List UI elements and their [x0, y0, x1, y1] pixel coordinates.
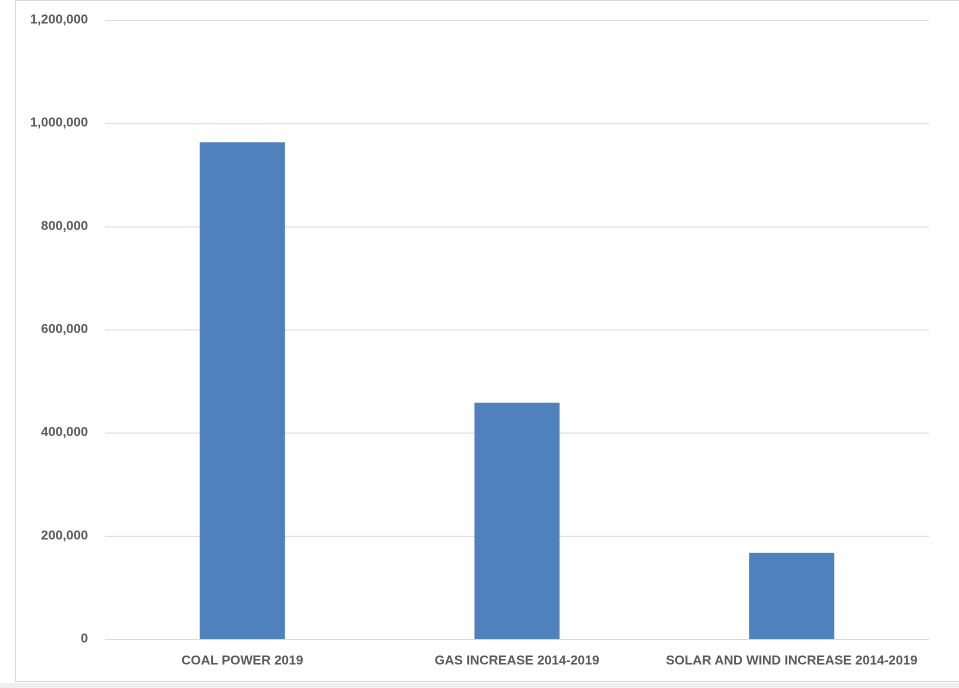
x-tick-label: GAS INCREASE 2014-2019 [435, 652, 600, 667]
y-tick-label: 1,000,000 [30, 115, 88, 130]
x-tick-label: COAL POWER 2019 [181, 652, 303, 667]
y-tick-label: 800,000 [41, 218, 88, 233]
bar [749, 552, 835, 639]
y-tick-label: 600,000 [41, 321, 88, 336]
bar [199, 142, 285, 639]
x-tick-label: SOLAR AND WIND INCREASE 2014-2019 [666, 652, 918, 667]
y-tick-label: 200,000 [41, 527, 88, 542]
y-tick-label: 0 [81, 630, 88, 645]
y-tick-label: 1,200,000 [30, 11, 88, 26]
y-tick-label: 400,000 [41, 424, 88, 439]
bottom-strip [0, 683, 959, 688]
bar [474, 402, 560, 639]
